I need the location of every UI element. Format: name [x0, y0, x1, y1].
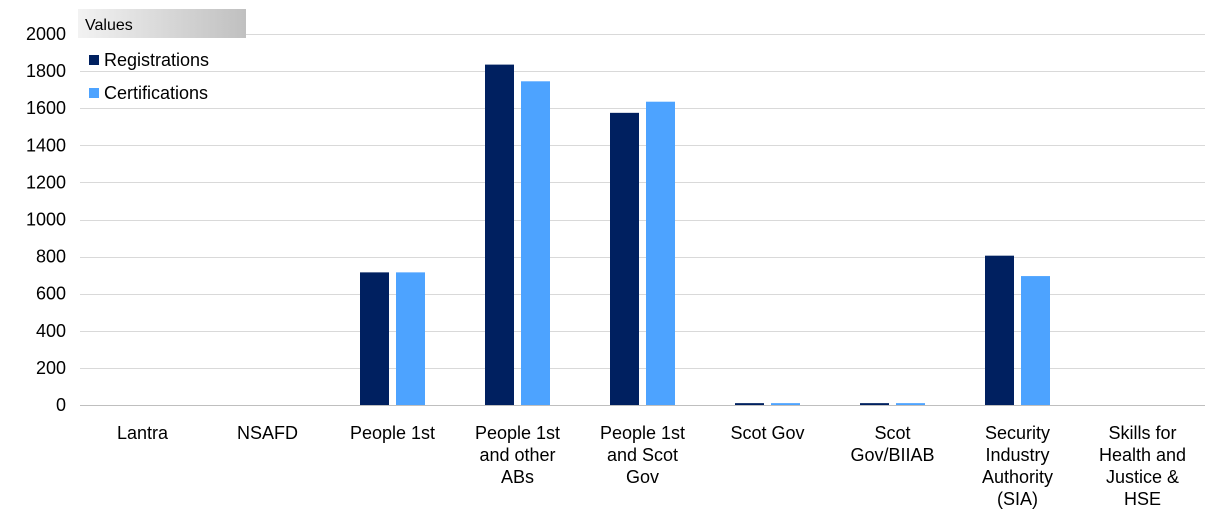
legend: Values Registrations Certifications: [78, 9, 246, 103]
x-tick-label: People 1st: [350, 423, 435, 443]
bar-certifications: [521, 81, 550, 406]
bars: [360, 64, 1050, 406]
x-tick-label: People 1st and Scot Gov: [600, 423, 685, 487]
bar-registrations: [985, 255, 1014, 405]
bar-registrations: [485, 64, 514, 406]
x-tick-label: Scot Gov/BIIAB: [850, 423, 934, 465]
bar-certifications: [646, 101, 675, 406]
x-tick-label: People 1st and other ABs: [475, 423, 560, 487]
y-tick-label: 600: [36, 284, 66, 304]
y-tick-label: 1600: [26, 98, 66, 118]
legend-label: Certifications: [104, 83, 208, 103]
gridlines: [80, 34, 1205, 369]
x-tick-label: Security Industry Authority (SIA): [982, 423, 1053, 509]
bar-registrations: [735, 403, 764, 405]
x-tick-label: Scot Gov: [730, 423, 804, 443]
legend-title-background: [78, 9, 246, 38]
y-tick-label: 1800: [26, 61, 66, 81]
y-tick-label: 1400: [26, 135, 66, 155]
legend-label: Registrations: [104, 50, 209, 70]
x-axis-labels: Lantra NSAFD People 1st People 1st and other…: [117, 423, 1186, 509]
bar-registrations: [360, 272, 389, 405]
legend-title: Values: [85, 17, 133, 34]
y-tick-label: 200: [36, 358, 66, 378]
y-tick-label: 1200: [26, 172, 66, 192]
bar-certifications: [1021, 276, 1050, 405]
legend-swatch: [89, 55, 99, 65]
bar-certifications: [771, 403, 800, 405]
x-tick-label: NSAFD: [237, 423, 298, 443]
y-tick-label: 400: [36, 321, 66, 341]
bar-certifications: [396, 272, 425, 405]
x-tick-label: Skills for Health and Justice & HSE: [1099, 423, 1186, 509]
y-tick-label: 1000: [26, 210, 66, 230]
y-tick-label: 2000: [26, 24, 66, 44]
x-tick-label: Lantra: [117, 423, 169, 443]
bar-registrations: [860, 403, 889, 405]
bar-certifications: [896, 403, 925, 405]
y-tick-label: 0: [56, 395, 66, 415]
legend-swatch: [89, 88, 99, 98]
y-tick-label: 800: [36, 247, 66, 267]
bar-registrations: [610, 112, 639, 406]
y-axis-ticks: 0 200 400 600 800 1000 1200 1400 1600 1800 2000: [26, 24, 66, 415]
